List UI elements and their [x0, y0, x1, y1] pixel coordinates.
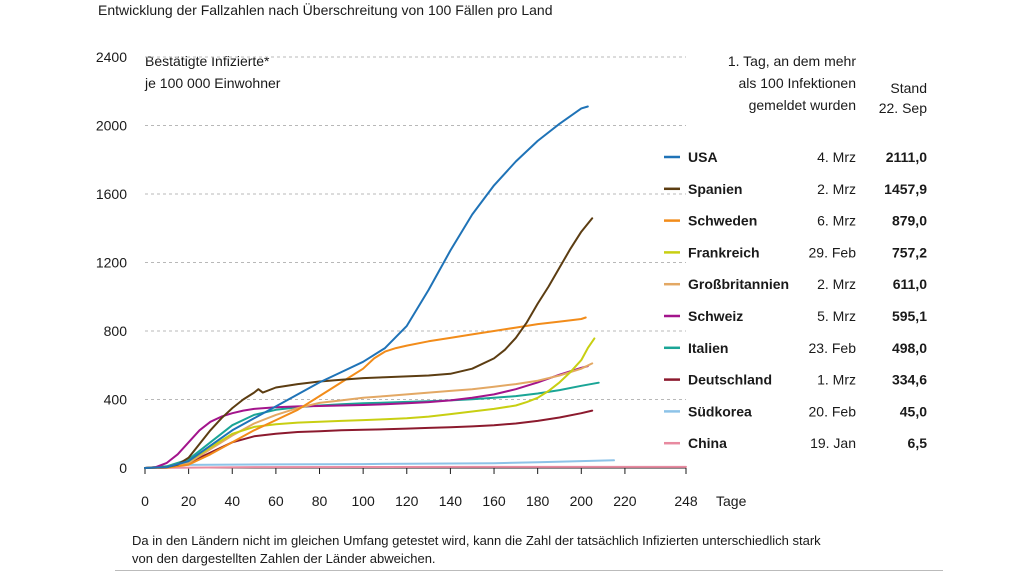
legend: USA 4. Mrz 2111,0 Spanien 2. Mrz 1457,9 Schwed… [664, 149, 927, 451]
x-tick-label: 80 [312, 493, 328, 509]
legend-latest-value: 757,2 [892, 244, 927, 260]
series-line-großbritannien [144, 362, 594, 469]
y-tick-label: 0 [119, 460, 127, 476]
legend-first-day: 2. Mrz [817, 276, 856, 292]
legend-latest-value: 611,0 [893, 276, 927, 292]
y-tick-label: 800 [104, 323, 128, 339]
legend-header-stand-line-1: Stand [890, 80, 927, 96]
x-tick-label: 160 [482, 493, 506, 509]
y-tick-label: 2000 [96, 118, 127, 134]
legend-name: USA [688, 149, 718, 165]
series-line-italien [144, 381, 600, 469]
y-axis-label-line-2: je 100 000 Einwohner [145, 75, 281, 91]
legend-header-stand: Stand 22. Sep [879, 78, 927, 118]
x-tick-label: 140 [439, 493, 463, 509]
legend-latest-value: 2111,0 [886, 149, 927, 165]
series-line-frankreich [144, 337, 596, 469]
legend-name: Schweiz [688, 308, 743, 324]
legend-name: Frankreich [688, 244, 760, 260]
footnote: Da in den Ländern nicht im gleichen Umfa… [132, 533, 821, 566]
legend-first-day: 20. Feb [809, 403, 857, 419]
series-line-china [144, 465, 687, 469]
legend-first-day: 1. Mrz [817, 372, 856, 388]
x-tick-label: 200 [570, 493, 594, 509]
legend-latest-value: 45,0 [900, 403, 927, 419]
legend-first-day: 29. Feb [809, 244, 857, 260]
x-tick-label: 220 [613, 493, 637, 509]
x-axis-label: Tage [716, 493, 747, 509]
axes: 0 400 800 1200 1600 2000 2400 0 20 40 60 80 100 120 14… [96, 49, 747, 509]
y-tick-label: 2400 [96, 49, 127, 65]
y-tick-label: 400 [104, 392, 128, 408]
legend-name: Italien [688, 340, 728, 356]
legend-first-day: 2. Mrz [817, 181, 856, 197]
series-line-schweden [144, 316, 587, 469]
legend-first-day: 19. Jan [810, 435, 856, 451]
y-tick-label: 1600 [96, 186, 127, 202]
x-tick-label: 120 [395, 493, 419, 509]
legend-latest-value: 595,1 [892, 308, 927, 324]
legend-name: China [688, 435, 727, 451]
legend-name: Deutschland [688, 372, 772, 388]
x-tick-label: 40 [224, 493, 240, 509]
legend-name: Schweden [688, 213, 757, 229]
series-line-südkorea [144, 459, 615, 469]
legend-first-day: 5. Mrz [817, 308, 856, 324]
x-tick-label: 60 [268, 493, 284, 509]
x-tick-label: 100 [351, 493, 375, 509]
y-tick-label: 1200 [96, 255, 127, 271]
series-line-spanien [144, 217, 594, 469]
legend-name: Großbritannien [688, 276, 789, 292]
chart-title: Entwicklung der Fallzahlen nach Überschr… [98, 2, 553, 18]
legend-name: Südkorea [688, 403, 752, 419]
series-line-schweiz [144, 365, 589, 469]
x-tick-label: 0 [141, 493, 149, 509]
series-lines [144, 105, 687, 469]
legend-latest-value: 879,0 [892, 213, 927, 229]
bottom-divider [115, 570, 943, 571]
grid [145, 56, 686, 400]
legend-latest-value: 334,6 [892, 372, 927, 388]
series-line-usa [144, 105, 589, 469]
legend-name: Spanien [688, 181, 742, 197]
legend-header-first-day-line-2: als 100 Infektionen [738, 75, 856, 91]
legend-latest-value: 498,0 [892, 340, 927, 356]
x-tick-label: 248 [674, 493, 698, 509]
legend-header-first-day: 1. Tag, an dem mehr als 100 Infektionen … [728, 50, 856, 116]
x-tick-label: 180 [526, 493, 550, 509]
legend-first-day: 6. Mrz [817, 213, 856, 229]
legend-latest-value: 6,5 [908, 435, 928, 451]
legend-header-first-day-line-3: gemeldet wurden [748, 97, 856, 113]
legend-first-day: 23. Feb [809, 340, 857, 356]
x-tick-label: 20 [181, 493, 197, 509]
legend-latest-value: 1457,9 [884, 181, 927, 197]
legend-header-stand-line-2: 22. Sep [878, 100, 927, 116]
legend-header-first-day-line-1: 1. Tag, an dem mehr [727, 53, 856, 69]
legend-first-day: 4. Mrz [817, 149, 856, 165]
